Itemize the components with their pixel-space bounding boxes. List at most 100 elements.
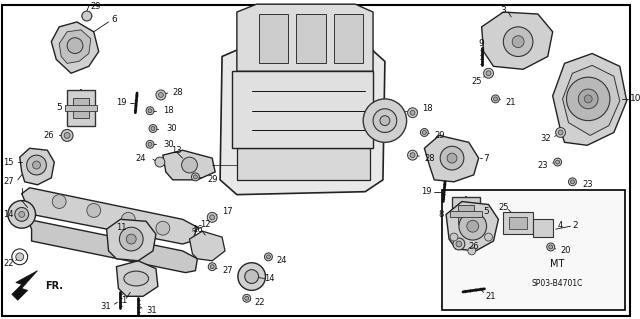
Circle shape [447,153,457,163]
Circle shape [191,173,200,181]
Text: 19: 19 [116,98,126,108]
Polygon shape [259,14,288,63]
Circle shape [151,127,155,130]
Bar [67,90,95,126]
Circle shape [579,89,598,109]
Text: 29: 29 [435,131,445,140]
Polygon shape [237,148,370,180]
Text: 32: 32 [540,134,550,143]
Circle shape [373,109,397,132]
Polygon shape [28,219,197,273]
Text: 28: 28 [173,87,183,97]
Polygon shape [563,65,620,136]
Circle shape [148,142,152,146]
Polygon shape [163,150,215,180]
Circle shape [420,129,428,137]
Bar [65,105,97,111]
Text: 23: 23 [582,180,593,189]
Circle shape [148,109,152,113]
Polygon shape [116,261,158,296]
Text: 18: 18 [163,106,173,115]
Circle shape [156,90,166,100]
Text: 29: 29 [91,2,101,11]
Polygon shape [237,4,373,71]
Text: 1: 1 [121,296,126,305]
Polygon shape [482,12,553,69]
Circle shape [547,243,555,251]
Circle shape [210,265,214,269]
Polygon shape [333,14,363,63]
Text: 6: 6 [111,15,117,25]
Circle shape [556,160,559,164]
Bar [503,212,533,234]
Bar [509,217,527,229]
Circle shape [512,36,524,48]
Circle shape [193,175,197,179]
Text: 26: 26 [468,242,479,251]
Circle shape [27,155,46,175]
Circle shape [456,241,462,247]
Bar [533,219,553,237]
Text: 14: 14 [264,274,275,283]
Text: 23: 23 [537,160,548,169]
Text: 31: 31 [146,306,157,315]
Text: 21: 21 [486,292,496,301]
Circle shape [484,68,493,78]
Text: 7: 7 [484,154,490,163]
Circle shape [244,296,249,300]
Text: 3: 3 [500,6,506,15]
Circle shape [468,247,476,255]
Circle shape [82,11,92,21]
Circle shape [584,95,592,103]
Text: 5: 5 [484,207,490,216]
Bar [452,197,479,232]
Circle shape [146,107,154,115]
Circle shape [410,153,415,158]
Text: 18: 18 [422,104,433,113]
Circle shape [363,99,406,142]
Circle shape [467,220,479,232]
Text: 4: 4 [557,221,563,230]
Circle shape [244,270,259,284]
Text: 30: 30 [166,124,177,133]
Circle shape [408,108,417,118]
Text: 25: 25 [471,77,482,85]
Circle shape [492,95,499,103]
Circle shape [568,178,577,186]
Text: 24: 24 [136,154,146,163]
Text: 11: 11 [116,223,127,232]
Text: 20: 20 [561,246,571,256]
Text: FR.: FR. [45,281,63,292]
Circle shape [453,238,465,250]
Polygon shape [220,44,385,195]
Circle shape [126,234,136,244]
Circle shape [380,116,390,126]
Text: 16: 16 [192,225,203,234]
Text: 28: 28 [424,154,435,163]
Circle shape [440,146,464,170]
Circle shape [548,245,553,249]
Circle shape [16,253,24,261]
Circle shape [266,255,271,259]
Circle shape [52,195,66,208]
Circle shape [450,233,458,241]
Circle shape [159,93,163,97]
Text: 25: 25 [498,203,509,212]
Polygon shape [20,148,54,185]
Circle shape [207,212,217,222]
Circle shape [67,38,83,54]
Bar [450,211,482,217]
Circle shape [182,157,197,173]
Text: 9: 9 [479,39,484,48]
Circle shape [408,150,417,160]
Polygon shape [446,202,499,251]
Text: 2: 2 [572,221,578,230]
Circle shape [459,212,486,240]
Polygon shape [296,14,326,63]
Text: 14: 14 [3,210,14,219]
Text: 21: 21 [506,98,516,108]
Circle shape [566,77,610,121]
Circle shape [64,132,70,138]
Circle shape [556,128,566,137]
Text: 8: 8 [439,210,444,219]
